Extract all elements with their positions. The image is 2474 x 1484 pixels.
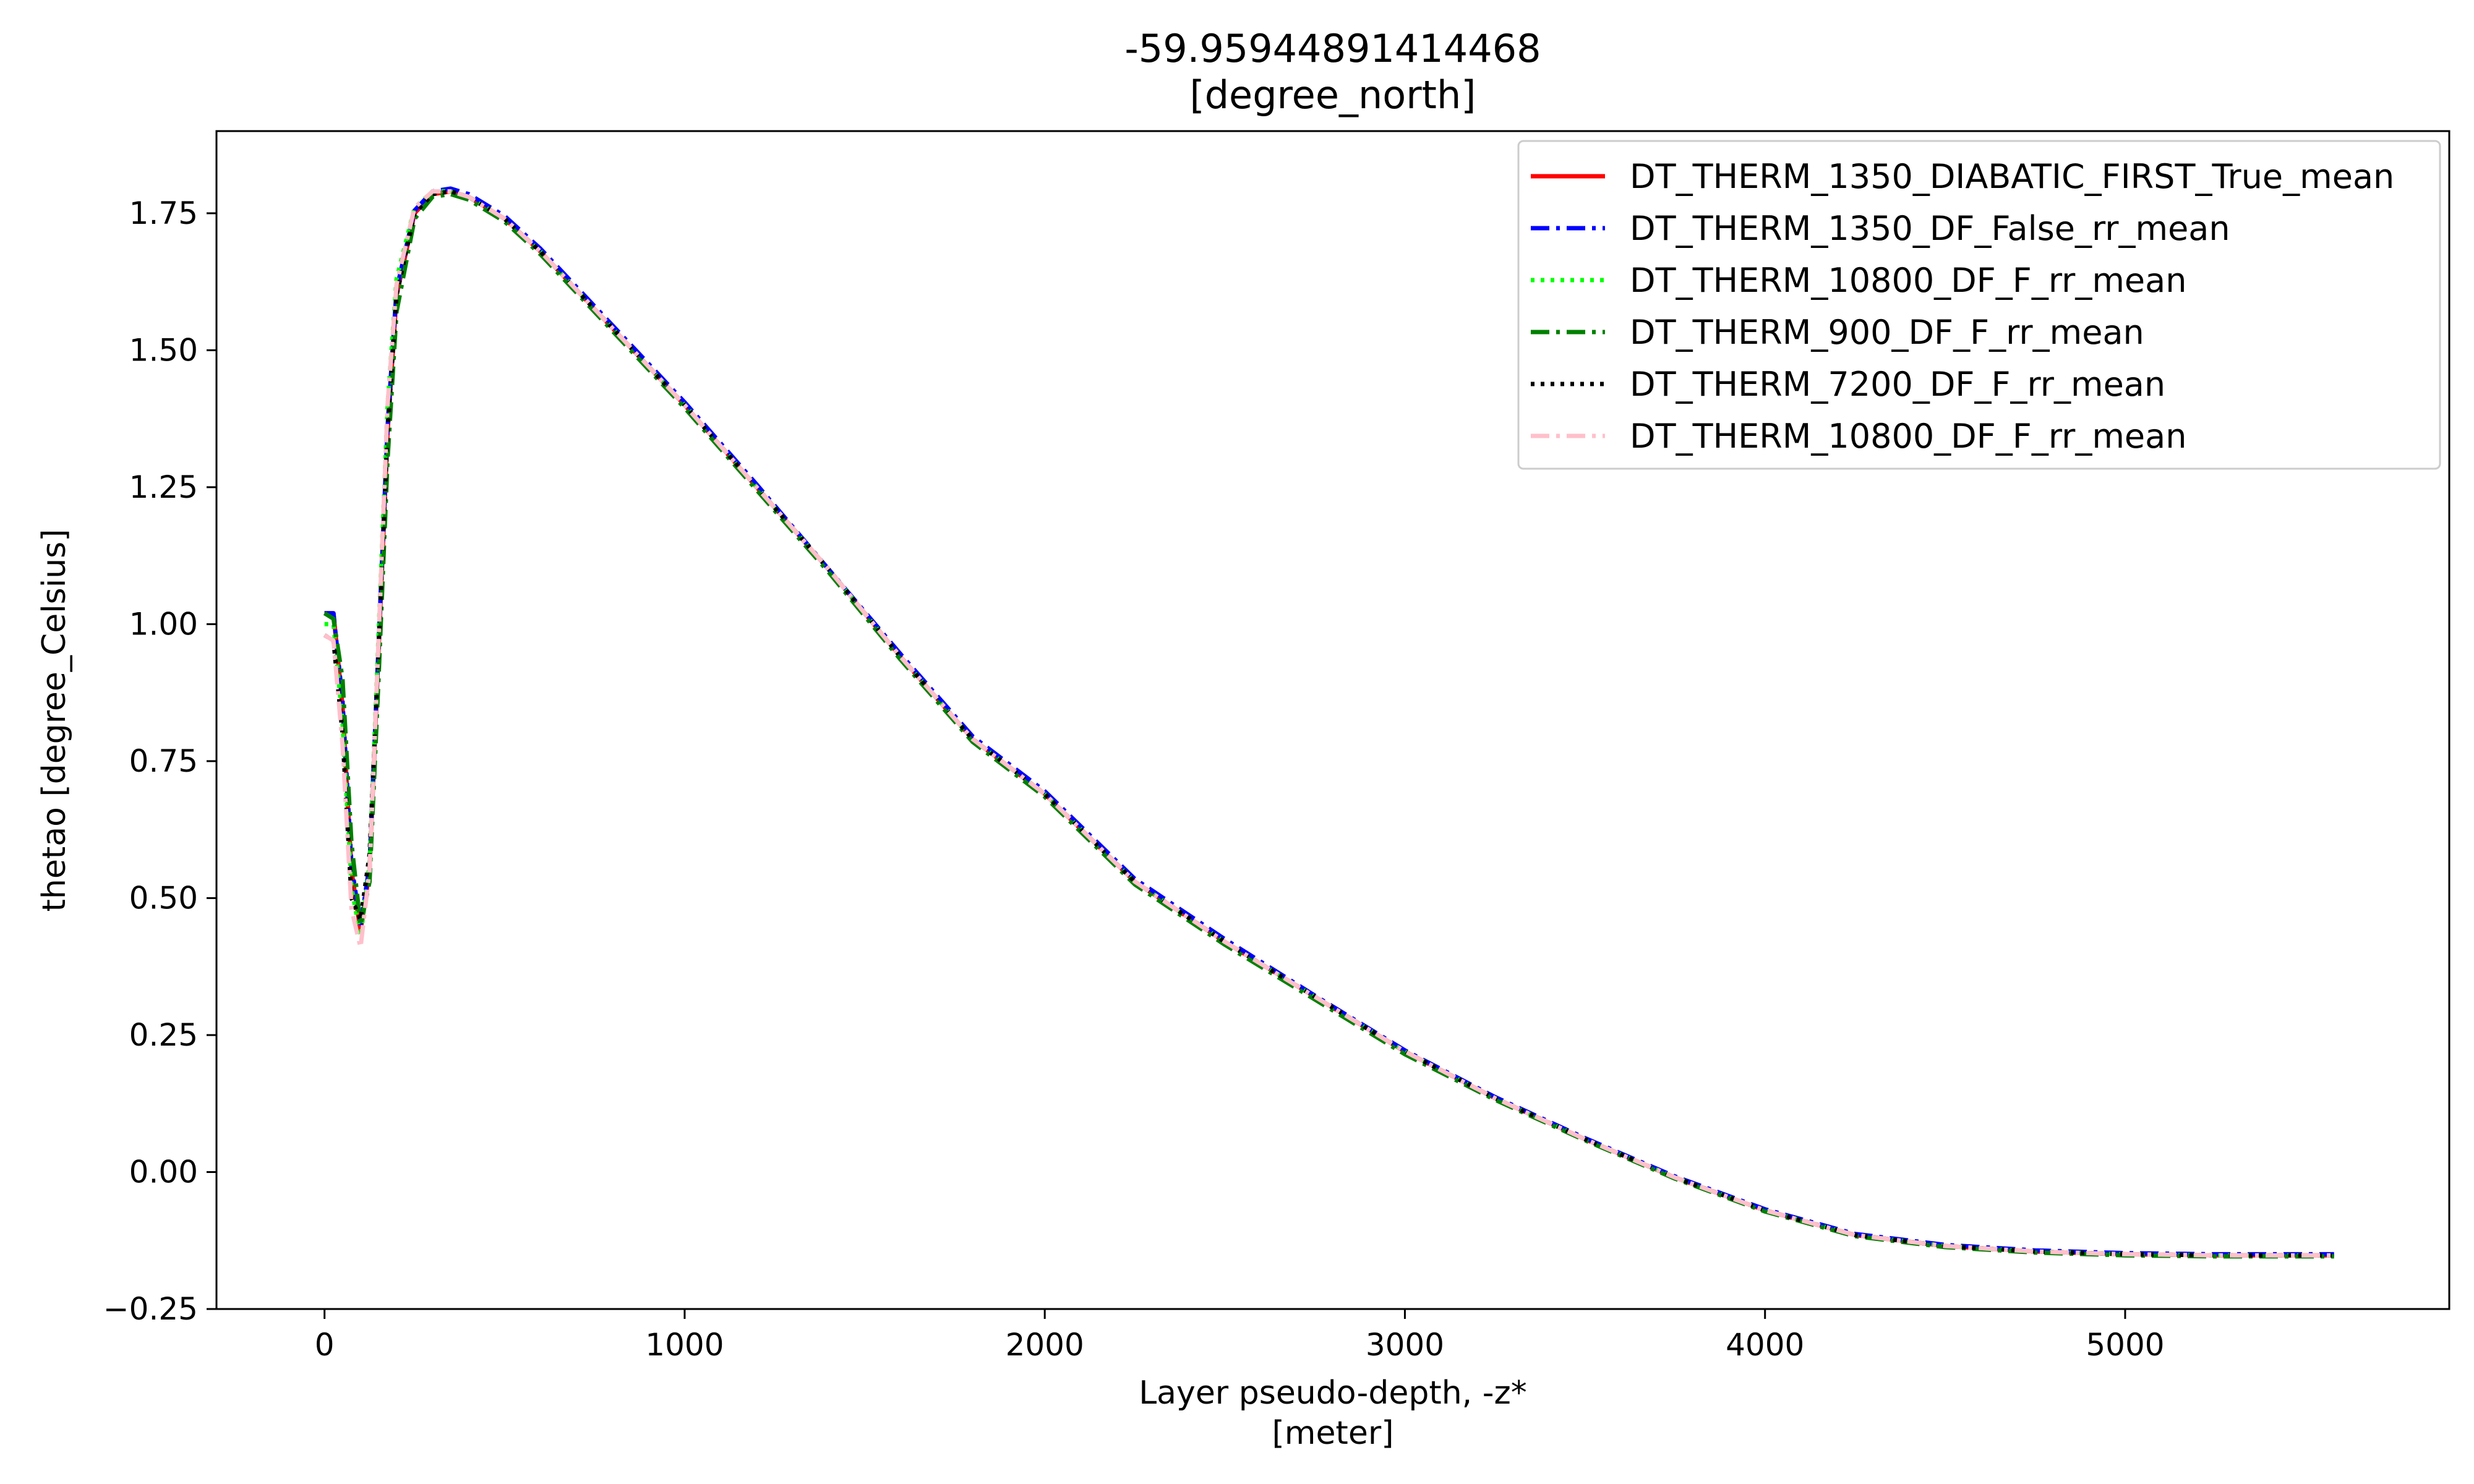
plot-frame: [215, 130, 2450, 1310]
y-axis-label: thetao [degree_Celsius]: [36, 529, 73, 911]
y-tick-label: −0.25: [103, 1291, 198, 1327]
x-tick-label: 3000: [1366, 1327, 1444, 1363]
x-tick-label: 5000: [2086, 1327, 2164, 1363]
x-axis-units: [meter]: [1272, 1415, 1394, 1452]
y-tick-label: 0.25: [129, 1017, 198, 1053]
ticks-layer: 0 1000 2000 3000 4000 5000 −0.25 0.00 0.25 0.50 0.…: [103, 195, 2165, 1363]
y-tick-label: 0.75: [129, 743, 198, 779]
y-tick-label: 1.00: [129, 606, 198, 642]
x-tick-label: 2000: [1006, 1327, 1084, 1363]
y-tick-label: 0.50: [129, 880, 198, 916]
x-tick-label: 1000: [645, 1327, 724, 1363]
chart-subtitle: [degree_north]: [1190, 72, 1476, 117]
legend-label-5: DT_THERM_7200_DF_F_rr_mean: [1630, 365, 2165, 404]
legend-label-4: DT_THERM_900_DF_F_rr_mean: [1630, 313, 2144, 352]
legend-frame: [1517, 140, 2441, 470]
x-tick-label: 4000: [1726, 1327, 1804, 1363]
series-line-6: [323, 189, 2334, 1258]
y-tick-label: 1.75: [129, 195, 198, 231]
legend-label-6: DT_THERM_10800_DF_F_rr_mean: [1630, 417, 2186, 456]
x-tick-label: 0: [315, 1327, 335, 1363]
y-tick-label: 0.00: [129, 1154, 198, 1190]
chart-title: -59.95944891414468: [1124, 26, 1541, 71]
legend: DT_THERM_1350_DIABATIC_FIRST_True_mean DT…: [1517, 140, 2441, 470]
legend-label-1: DT_THERM_1350_DIABATIC_FIRST_True_mean: [1630, 157, 2394, 196]
y-tick-label: 1.25: [129, 469, 198, 505]
legend-label-2: DT_THERM_1350_DF_False_rr_mean: [1630, 209, 2230, 248]
legend-label-3: DT_THERM_10800_DF_F_rr_mean: [1630, 261, 2186, 300]
y-tick-label: 1.50: [129, 332, 198, 368]
x-axis-label: Layer pseudo-depth, -z*: [1139, 1375, 1527, 1412]
series-layer: [323, 186, 2334, 1259]
